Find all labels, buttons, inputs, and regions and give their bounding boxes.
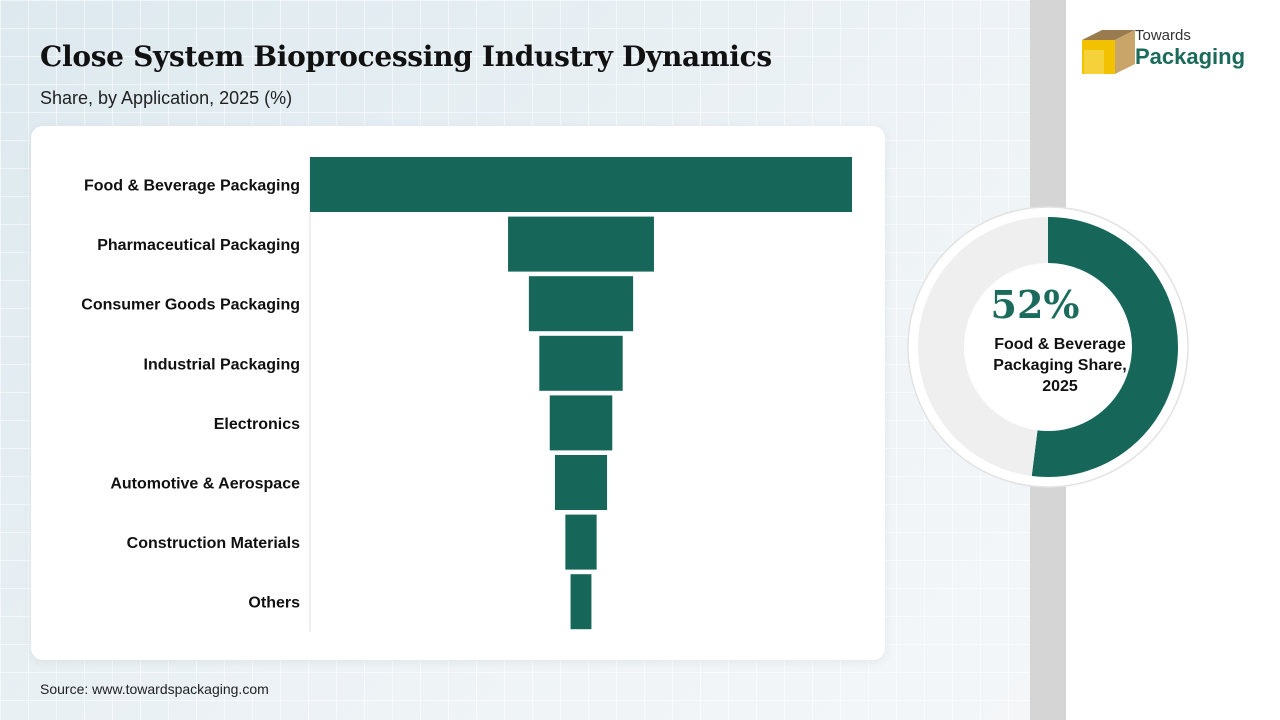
donut-percentage: 52% [990,282,1080,327]
category-label-0: Food & Beverage Packaging [84,178,300,195]
bar-1 [508,216,654,272]
logo-box-right-icon [1115,30,1135,74]
donut-slice-1 [918,217,1049,476]
bar-7 [570,574,592,630]
chart-subtitle: Share, by Application, 2025 (%) [40,88,293,108]
logo-text-packaging: Packaging [1135,44,1246,69]
category-label-6: Construction Materials [127,535,300,552]
funnel-chart: Food & Beverage Packaging Pharmaceutical … [81,157,852,632]
category-label-4: Electronics [214,416,300,433]
bar-6 [565,514,597,570]
source-note: Source: www.towardspackaging.com [40,681,269,697]
category-label-1: Pharmaceutical Packaging [97,237,300,254]
bar-2 [528,276,634,332]
category-label-2: Consumer Goods Packaging [81,297,300,314]
logo-text-towards: Towards [1135,27,1191,44]
bar-4 [549,395,613,451]
towards-packaging-logo [1082,30,1135,74]
category-label-7: Others [248,595,300,612]
chart-title: Close System Bioprocessing Industry Dyna… [40,40,772,73]
category-label-5: Automotive & Aerospace [110,476,300,493]
donut-slice-0 [1031,217,1178,477]
donut-chart [907,206,1189,488]
category-label-3: Industrial Packaging [144,356,300,373]
donut-caption: Food & Beverage Packaging Share, 2025 [993,336,1127,395]
chart-card [31,126,885,660]
bar-0 [310,157,852,212]
bar-3 [539,335,623,391]
logo-box-top-icon [1082,30,1135,40]
logo-box-face-icon [1084,50,1104,74]
bar-5 [554,455,608,510]
